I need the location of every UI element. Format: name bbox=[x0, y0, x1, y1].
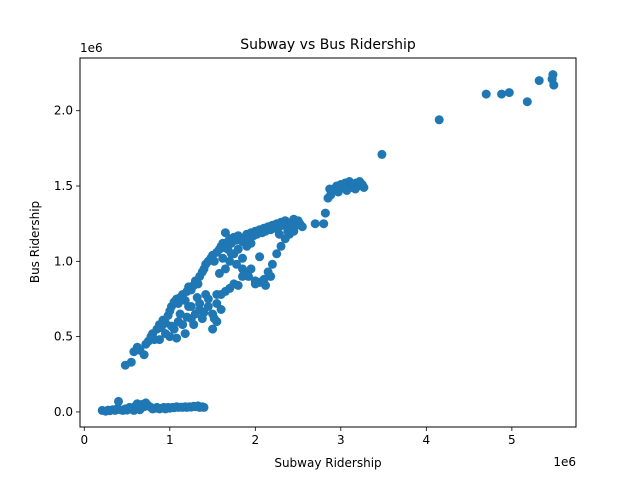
data-point bbox=[246, 238, 256, 248]
data-point bbox=[178, 320, 188, 330]
data-point bbox=[534, 76, 544, 86]
data-point bbox=[214, 268, 224, 278]
data-point bbox=[325, 184, 335, 194]
data-point bbox=[209, 256, 219, 266]
data-point bbox=[218, 253, 228, 263]
data-point bbox=[377, 149, 387, 159]
data-point bbox=[223, 244, 233, 254]
data-point bbox=[172, 333, 182, 343]
data-point bbox=[203, 302, 213, 311]
data-point bbox=[246, 264, 256, 274]
x-tick-label: 3 bbox=[337, 433, 345, 447]
data-point bbox=[267, 259, 277, 269]
x-axis-ticks: 0 1 2 3 4 5 bbox=[80, 427, 516, 447]
data-point bbox=[184, 302, 194, 311]
data-point bbox=[233, 244, 243, 254]
data-point bbox=[132, 399, 142, 409]
data-point bbox=[233, 280, 243, 290]
data-point bbox=[216, 305, 226, 314]
y-tick-label: 1.0 bbox=[54, 254, 73, 268]
data-point bbox=[192, 293, 202, 302]
data-point bbox=[350, 184, 360, 194]
data-point bbox=[481, 89, 491, 99]
data-point bbox=[359, 183, 369, 192]
data-point bbox=[197, 314, 207, 324]
y-tick-label: 2.0 bbox=[54, 104, 73, 118]
data-point bbox=[155, 335, 164, 345]
data-point bbox=[193, 279, 203, 289]
y-axis-ticks: 0.0 0.5 1.0 1.5 2.0 bbox=[54, 104, 80, 419]
data-point bbox=[310, 219, 320, 229]
data-point bbox=[167, 321, 176, 331]
chart-title: Subway vs Bus Ridership bbox=[240, 37, 416, 53]
x-tick-label: 4 bbox=[423, 433, 431, 447]
x-tick-label: 1 bbox=[166, 433, 174, 447]
data-point bbox=[212, 290, 222, 299]
data-point bbox=[208, 324, 218, 334]
data-point bbox=[143, 400, 153, 410]
data-point bbox=[238, 264, 247, 274]
data-point bbox=[161, 329, 170, 339]
x-tick-label: 0 bbox=[80, 433, 88, 447]
data-point bbox=[434, 115, 444, 125]
data-point bbox=[255, 252, 265, 262]
data-point bbox=[220, 228, 230, 238]
data-point bbox=[114, 396, 123, 406]
data-point bbox=[297, 222, 307, 232]
data-point bbox=[319, 219, 329, 229]
data-point bbox=[272, 249, 282, 259]
x-tick-label: 5 bbox=[508, 433, 516, 447]
data-point bbox=[225, 256, 235, 266]
data-point bbox=[244, 271, 253, 281]
x-axis-offset-label: 1e6 bbox=[553, 455, 576, 469]
data-point bbox=[276, 241, 286, 251]
data-point bbox=[342, 186, 352, 195]
data-point bbox=[274, 229, 284, 239]
y-axis-offset-label: 1e6 bbox=[80, 41, 103, 55]
data-point bbox=[504, 88, 514, 98]
data-point bbox=[266, 271, 276, 281]
data-point bbox=[522, 97, 532, 107]
x-tick-label: 2 bbox=[251, 433, 259, 447]
data-point bbox=[180, 329, 190, 339]
data-point bbox=[212, 317, 222, 327]
data-point bbox=[320, 208, 330, 218]
data-point bbox=[126, 357, 136, 367]
data-point bbox=[333, 187, 343, 197]
data-point bbox=[250, 279, 260, 289]
data-point bbox=[199, 402, 209, 412]
x-axis-label: Subway Ridership bbox=[274, 456, 381, 470]
y-tick-label: 0.0 bbox=[54, 405, 73, 419]
data-point bbox=[283, 226, 293, 236]
y-tick-label: 1.5 bbox=[54, 179, 73, 193]
data-point bbox=[548, 70, 558, 80]
data-point bbox=[201, 290, 211, 299]
plot-frame bbox=[79, 57, 577, 428]
data-point bbox=[497, 89, 507, 99]
data-point bbox=[549, 80, 559, 90]
data-point bbox=[175, 309, 185, 319]
scatter-points bbox=[97, 70, 559, 416]
data-point bbox=[139, 350, 149, 360]
data-point bbox=[261, 280, 271, 290]
data-point bbox=[189, 320, 199, 330]
y-tick-label: 0.5 bbox=[54, 330, 73, 344]
y-axis-label: Bus Ridership bbox=[28, 201, 42, 283]
data-point bbox=[238, 253, 247, 263]
